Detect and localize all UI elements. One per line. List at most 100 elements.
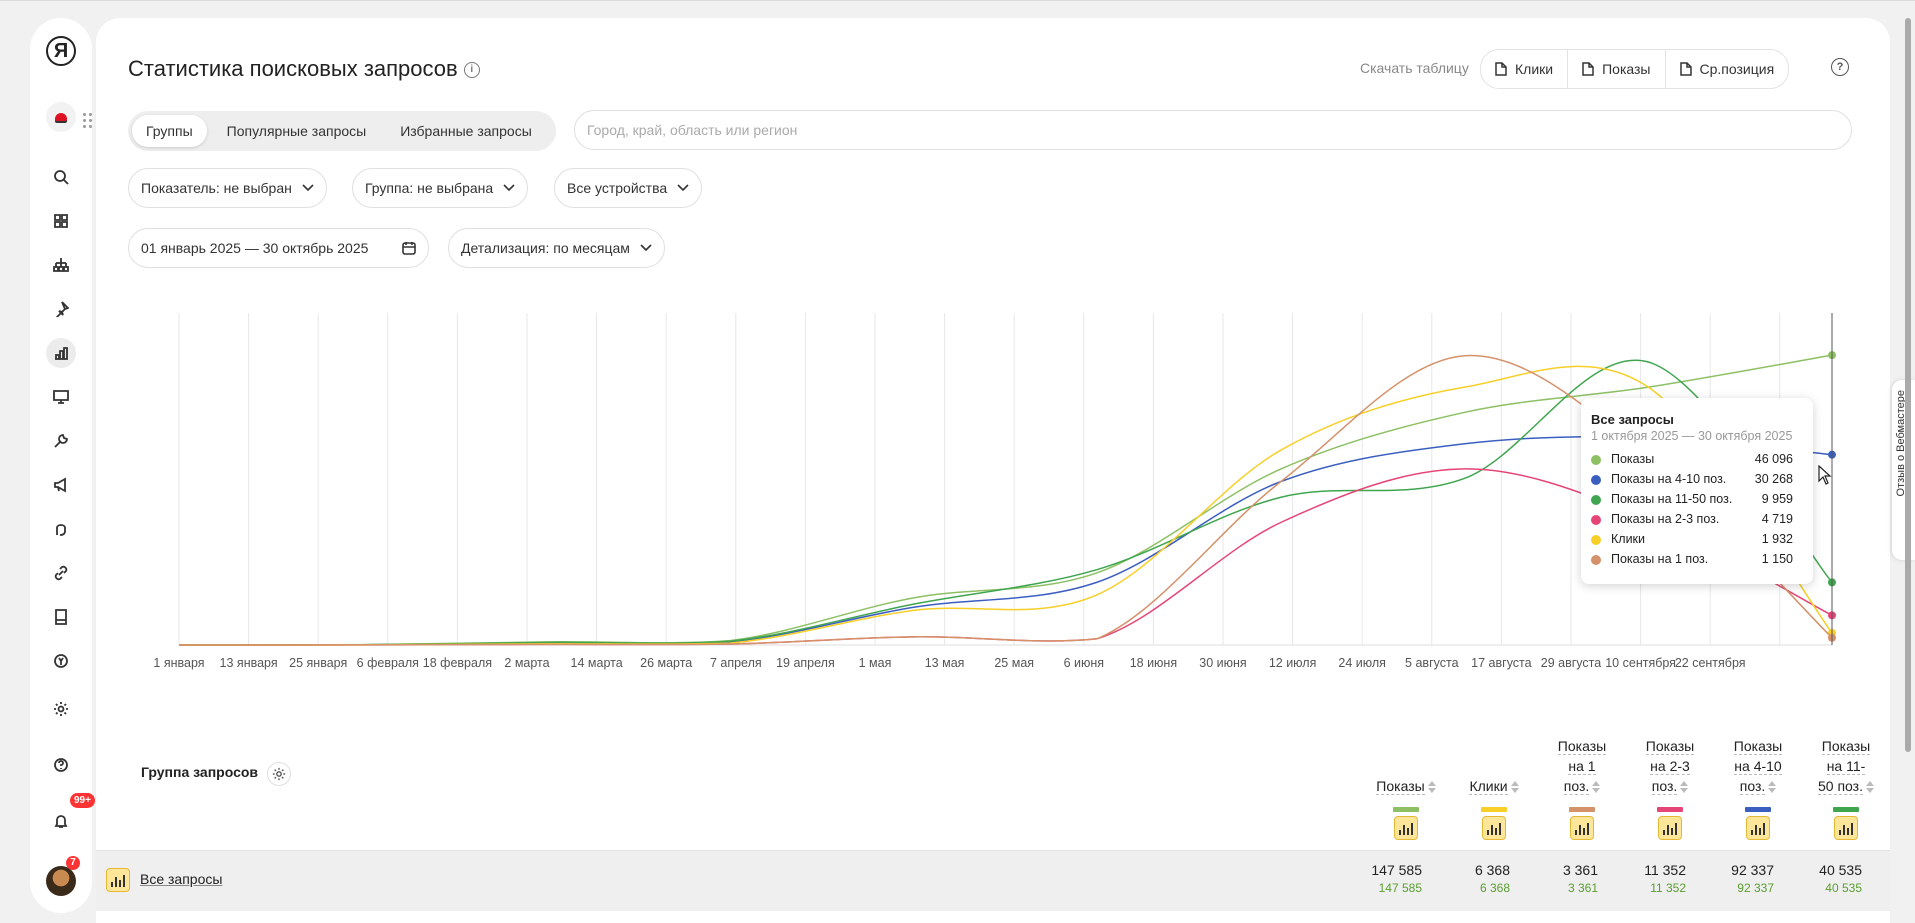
table-settings-button[interactable] — [267, 762, 291, 786]
download-position-button[interactable]: Ср.позиция — [1666, 50, 1789, 88]
column-header-label: Показы — [1376, 778, 1425, 795]
pin-icon[interactable] — [46, 294, 76, 324]
column-header-label: поз. — [1563, 778, 1590, 795]
column-header[interactable]: Показы на 1 поз. — [1542, 736, 1622, 796]
tooltip-row: Показы 46 096 — [1591, 451, 1803, 469]
help-icon[interactable] — [46, 750, 76, 780]
legend-dot — [1591, 455, 1601, 465]
search-icon[interactable] — [46, 162, 76, 192]
chevron-down-icon — [503, 184, 515, 192]
wrench-icon[interactable] — [46, 426, 76, 456]
column-chart-toggle-icon[interactable] — [1482, 816, 1506, 840]
user-avatar[interactable]: 7 — [46, 856, 80, 896]
legend-dot — [1591, 495, 1601, 505]
group-dropdown[interactable]: Группа: не выбрана — [352, 168, 529, 208]
column-header-label: на 1 — [1568, 758, 1596, 775]
legend-dot — [1591, 515, 1601, 525]
column-header[interactable]: Показы на 4-10 поз. — [1718, 736, 1798, 796]
structure-icon[interactable] — [46, 250, 76, 280]
calendar-icon — [402, 242, 417, 255]
column-header[interactable]: Клики — [1454, 776, 1534, 796]
site-avatar[interactable] — [46, 102, 76, 132]
cell-value: 92 337 — [1731, 862, 1774, 878]
tooltip-row-value: 1 932 — [1761, 532, 1793, 546]
detail-dropdown[interactable]: Детализация: по месяцам — [448, 228, 665, 268]
sort-icon[interactable] — [1427, 781, 1436, 794]
column-chart-toggle-icon[interactable] — [1394, 816, 1418, 840]
sort-icon[interactable] — [1510, 781, 1519, 794]
x-tick-label: 7 апреля — [710, 656, 762, 670]
tab-popular-queries[interactable]: Популярные запросы — [226, 123, 367, 139]
info-icon[interactable]: i — [463, 62, 480, 79]
tab-favorite-queries[interactable]: Избранные запросы — [400, 123, 532, 139]
cell-value: 3 361 — [1562, 862, 1598, 878]
tooltip-row: Показы на 4-10 поз. 30 268 — [1591, 471, 1803, 489]
tooltip-row-value: 1 150 — [1761, 552, 1793, 566]
table-cell: 40 535 40 535 — [1786, 862, 1862, 895]
cell-value: 147 585 — [1371, 862, 1422, 878]
download-impressions-button[interactable]: Показы — [1568, 50, 1666, 88]
series-color-swatch — [1393, 807, 1419, 812]
x-tick-label: 19 апреля — [776, 656, 835, 670]
column-header-label: на 4-10 — [1734, 758, 1782, 775]
column-header[interactable]: Показы на 11- 50 поз. — [1806, 736, 1886, 796]
row-chart-toggle-icon[interactable] — [106, 868, 130, 892]
devices-dropdown[interactable]: Все устройства — [554, 168, 703, 208]
x-tick-label: 22 сентября — [1675, 656, 1746, 670]
sidebar-drag-handle[interactable] — [83, 113, 93, 129]
dashboard-icon[interactable] — [46, 206, 76, 236]
search-stats-chart[interactable]: 1 января 13 января 25 января 6 февраля 18 фе… — [96, 18, 1890, 678]
column-header[interactable]: Показы на 2-3 поз. — [1630, 736, 1710, 796]
x-tick-label: 13 января — [220, 656, 278, 670]
column-chart-toggle-icon[interactable] — [1658, 816, 1682, 840]
sort-icon[interactable] — [1680, 781, 1689, 794]
legend-dot — [1591, 535, 1601, 545]
cell-subvalue: 40 535 — [1825, 881, 1862, 895]
x-tick-label: 24 июля — [1338, 656, 1386, 670]
download-clicks-button[interactable]: Клики — [1481, 50, 1569, 88]
row-name-link[interactable]: Все запросы — [140, 871, 223, 887]
column-chart-toggle-icon[interactable] — [1746, 816, 1770, 840]
date-range-picker[interactable]: 01 январь 2025 — 30 октябрь 2025 — [128, 228, 430, 268]
chevron-down-icon — [677, 184, 689, 192]
file-icon — [1495, 62, 1507, 76]
x-tick-label: 26 марта — [640, 656, 692, 670]
gear-icon — [272, 767, 286, 781]
sort-icon[interactable] — [1592, 781, 1601, 794]
chart-icon[interactable] — [46, 338, 76, 368]
column-chart-toggle-icon[interactable] — [1570, 816, 1594, 840]
feedback-tab[interactable]: Отзыв о Вебмастере — [1892, 380, 1915, 560]
x-tick-label: 25 мая — [994, 656, 1034, 670]
chevron-down-icon — [640, 244, 652, 252]
book-icon[interactable] — [46, 602, 76, 632]
link-icon[interactable] — [46, 558, 76, 588]
yandex-logo[interactable]: Я — [46, 36, 76, 66]
cell-subvalue: 3 361 — [1567, 881, 1598, 895]
column-chart-toggle-icon[interactable] — [1834, 816, 1858, 840]
sort-icon[interactable] — [1865, 781, 1874, 794]
indicator-dropdown[interactable]: Показатель: не выбран — [128, 168, 327, 208]
help-icon[interactable]: ? — [1831, 58, 1849, 76]
x-tick-label: 5 августа — [1405, 656, 1459, 670]
gear-icon[interactable] — [46, 694, 76, 724]
monitor-icon[interactable] — [46, 382, 76, 412]
column-header-label: Показы — [1645, 738, 1695, 755]
top-border — [0, 0, 1915, 1]
column-header[interactable]: Показы — [1366, 776, 1446, 796]
page-scrollbar[interactable] — [1905, 18, 1911, 752]
download-buttons: Клики Показы Ср.позиция — [1480, 49, 1790, 89]
region-search-input[interactable] — [574, 110, 1852, 150]
bell-icon[interactable]: 99+ — [46, 793, 95, 836]
turbo-icon[interactable] — [46, 646, 76, 676]
megaphone-icon[interactable] — [46, 470, 76, 500]
series-color-swatch — [1657, 807, 1683, 812]
cell-subvalue: 92 337 — [1737, 881, 1774, 895]
series-color-swatch — [1833, 807, 1859, 812]
download-label: Скачать таблицу — [1360, 60, 1469, 76]
x-tick-label: 10 сентября — [1605, 656, 1676, 670]
sort-icon[interactable] — [1768, 781, 1777, 794]
x-tick-label: 29 августа — [1541, 656, 1601, 670]
tooltip-row: Показы на 11-50 поз. 9 959 — [1591, 491, 1803, 509]
hand-icon[interactable] — [46, 514, 76, 544]
tab-groups[interactable]: Группы — [132, 115, 207, 147]
